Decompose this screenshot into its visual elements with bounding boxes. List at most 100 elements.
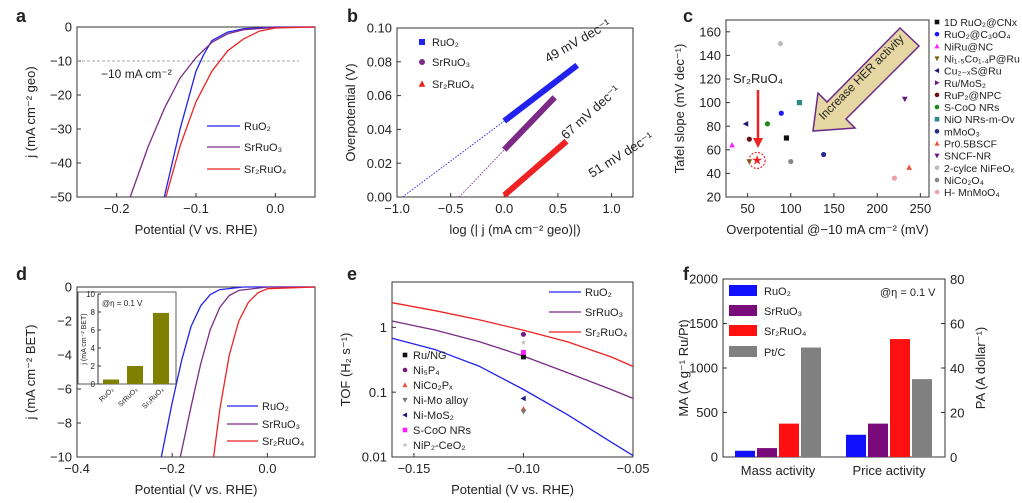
slope-label: 67 mV dec⁻¹ — [558, 82, 623, 143]
d-y-axis-label: j (mA cm⁻² BET) — [23, 325, 38, 421]
data-point — [742, 120, 749, 127]
legend-label: Ru/MoS₂ — [944, 78, 986, 90]
extrapolation-line — [402, 120, 505, 198]
c-y-tick-label: 100 — [699, 95, 721, 110]
legend-label: RuP₂@NPC — [944, 90, 1002, 102]
inset-y-tick-label: 2 — [91, 362, 96, 371]
data-point — [764, 121, 771, 127]
d-x-tick-label: 0.0 — [258, 461, 276, 476]
c-x-tick-label: 100 — [780, 201, 802, 216]
legend-label: mMoO₃ — [944, 126, 980, 138]
bar-mass-activity — [735, 450, 755, 457]
b-y-tick-label: 0.02 — [367, 156, 392, 171]
data-point — [520, 331, 526, 337]
d-y-tick-label: −8 — [57, 416, 72, 431]
legend-label: RuO₂@C₃oO₄ — [944, 29, 1010, 41]
legend-label: Cu₂₋ₓS@Ru — [944, 66, 1002, 78]
legend-marker — [402, 352, 408, 358]
c-y-tick-label: 80 — [707, 119, 721, 134]
inset-annotation: @η = 0.1 V — [102, 299, 143, 308]
data-point — [821, 151, 827, 158]
d-y-tick-label: −6 — [57, 382, 72, 397]
legend-label: NiO NRs-m-Ov — [944, 114, 1015, 126]
f-y2-tick-label: 0 — [950, 450, 957, 465]
data-point — [783, 135, 790, 141]
data-point — [796, 100, 803, 106]
c-y-tick-label: 140 — [699, 48, 721, 63]
f-y-tick-label: 0 — [711, 450, 718, 465]
legend-label: Ru/NG — [413, 350, 447, 362]
legend-label: 2-cylce NiFeOₓ — [944, 163, 1015, 175]
inset-y-axis-label: j (mA cm⁻² BET) — [81, 313, 88, 365]
legend-marker — [934, 19, 940, 25]
d-y-tick-label: 0 — [65, 280, 72, 295]
panel-label-d: d — [16, 264, 27, 284]
legend-swatch — [729, 325, 757, 336]
panel-label-c: c — [683, 6, 693, 26]
a-series-line-1 — [129, 26, 316, 198]
inset-y-tick-label: 8 — [91, 308, 96, 317]
bar-price-activity — [912, 379, 932, 457]
legend-label: NiP₂-CeO₂ — [413, 440, 466, 452]
legend-label: SrRuO₃ — [244, 142, 282, 154]
data-point — [520, 409, 527, 415]
legend-marker — [402, 442, 408, 448]
b-x-axis-label: log (| j (mA cm⁻² geo)|) — [449, 222, 580, 237]
legend-marker — [934, 165, 940, 171]
c-y-tick-label: 40 — [707, 166, 721, 181]
e-y-tick-label: 0.01 — [362, 450, 387, 465]
legend-marker — [934, 177, 940, 183]
legend-marker — [934, 80, 940, 86]
increase-activity-arrow — [812, 26, 921, 132]
e-plot-frame — [391, 281, 634, 458]
c-x-tick-label: 50 — [740, 201, 754, 216]
panel-label-e: e — [347, 264, 357, 284]
legend-label: 1D RuO₂@CNx — [944, 17, 1018, 29]
f-x-category-label: Price activity — [853, 463, 926, 478]
legend-label: Ni-Mo alloy — [413, 395, 469, 407]
legend-marker — [934, 92, 940, 98]
data-point — [746, 159, 753, 165]
a-y-tick-label: −30 — [50, 122, 72, 137]
increase-activity-label: Increase HER activity — [816, 32, 907, 123]
f-y2-tick-label: 40 — [950, 361, 964, 376]
a-y-tick-label: −50 — [50, 190, 72, 205]
inset-bar — [103, 379, 119, 384]
c-y-tick-label: 160 — [699, 24, 721, 39]
data-point — [778, 110, 784, 116]
legend-label: SrRuO₃ — [764, 306, 802, 318]
inset-y-tick-label: 6 — [91, 326, 96, 335]
inset-x-tick-label: RuO₂ — [98, 386, 115, 403]
data-point — [788, 159, 794, 165]
data-point — [901, 96, 908, 103]
inset-bar — [153, 312, 169, 384]
bar-mass-activity — [801, 347, 821, 457]
a-series-line-2 — [165, 26, 316, 198]
data-point — [520, 395, 526, 402]
a-x-tick-label: −0.2 — [104, 201, 130, 216]
b-x-tick-label: −0.5 — [438, 201, 464, 216]
f-y-tick-label: 1500 — [689, 316, 718, 331]
bar-price-activity — [846, 434, 866, 457]
f-y2-tick-label: 60 — [950, 317, 964, 332]
data-point — [906, 164, 912, 170]
b-y-tick-label: 0.00 — [367, 190, 392, 205]
d-x-axis-label: Potential (V vs. RHE) — [135, 482, 258, 497]
e-y-tick-label: 0.1 — [369, 385, 387, 400]
bar-mass-activity — [757, 448, 777, 457]
legend-label: Sr₂RuO₄ — [262, 436, 305, 448]
d-series-line-0 — [160, 286, 315, 458]
highlight-circle — [748, 151, 766, 170]
legend-label: RuO₂ — [764, 286, 791, 298]
legend-label: S-CoO NRs — [413, 425, 472, 437]
e-x-tick-label: −0.15 — [397, 461, 430, 476]
legend-marker — [418, 80, 426, 87]
bar-price-activity — [868, 423, 888, 457]
legend-label: Sr₂RuO₄ — [432, 79, 475, 91]
panel-label-a: a — [16, 6, 27, 26]
a-y-axis-label: j (mA cm⁻² geo) — [23, 66, 38, 158]
c-plot-frame — [725, 19, 930, 198]
legend-label: Ni₁.₅Co₁.₄P@Ru — [944, 53, 1020, 65]
d-x-tick-label: −0.4 — [64, 461, 90, 476]
